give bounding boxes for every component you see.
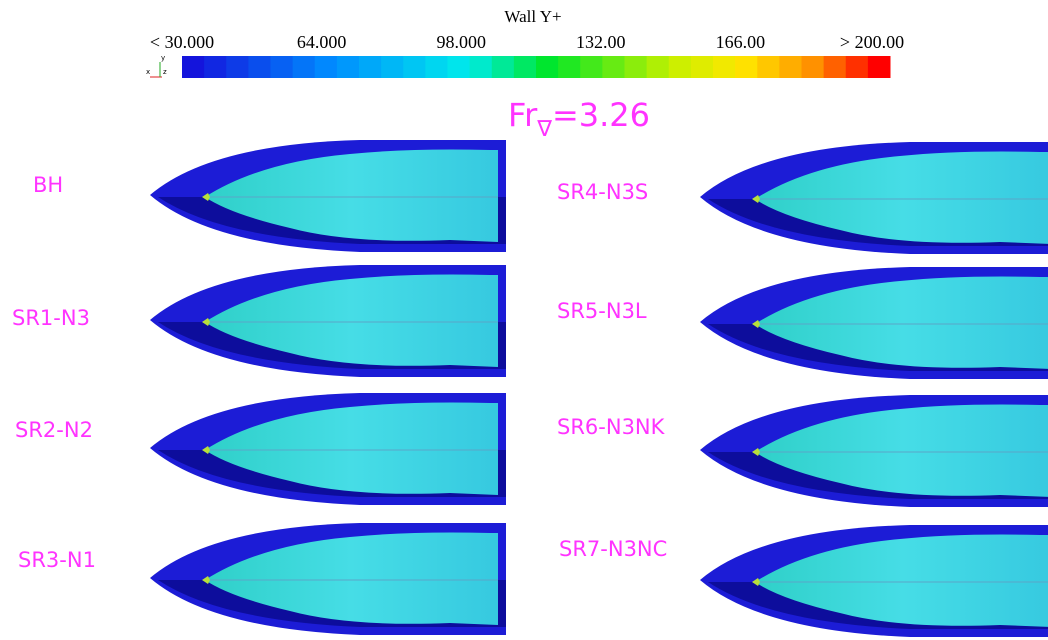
colorbar-segment	[691, 56, 714, 78]
froude-label: Fr∇=3.26	[508, 96, 650, 142]
hull	[150, 265, 506, 377]
colorbar-segment	[669, 56, 692, 78]
colorbar-title: Wall Y+	[504, 7, 561, 26]
colorbar-segment	[713, 56, 736, 78]
colorbar-label: < 30.000	[150, 32, 214, 52]
axis-triad: x y z	[146, 54, 167, 77]
colorbar-segment	[248, 56, 271, 78]
colorbar-segment	[602, 56, 625, 78]
hull-label: SR2-N2	[15, 418, 93, 442]
hull	[150, 523, 506, 635]
hull-label: SR3-N1	[18, 548, 96, 572]
colorbar-segment	[779, 56, 802, 78]
colorbar-segment	[647, 56, 670, 78]
colorbar-segment	[824, 56, 847, 78]
hull-label: SR1-N3	[12, 306, 90, 330]
colorbar-segment	[558, 56, 581, 78]
colorbar-segment	[580, 56, 603, 78]
colorbar-segment	[293, 56, 316, 78]
colorbar-segment	[514, 56, 537, 78]
froude-base: Fr	[508, 96, 538, 134]
colorbar-segment	[802, 56, 825, 78]
colorbar-label: 64.000	[297, 32, 347, 52]
hull-label: SR6-N3NK	[557, 415, 666, 439]
colorbar-segment	[204, 56, 227, 78]
hull	[700, 267, 1048, 379]
colorbar-segment	[337, 56, 360, 78]
hull	[700, 525, 1048, 637]
axis-x-label: x	[146, 68, 150, 76]
colorbar-label: 132.00	[576, 32, 626, 52]
hull-panels: BH SR1-N3 SR2-N2 SR3-N1 SR4-N3S SR5-N3L SR6-N3…	[12, 140, 1048, 637]
hull	[150, 393, 506, 505]
froude-subscript: ∇	[536, 117, 552, 142]
froude-value: =3.26	[552, 96, 650, 134]
hull-label: SR4-N3S	[557, 180, 648, 204]
colorbar-segment	[536, 56, 559, 78]
colorbar-segment	[315, 56, 338, 78]
colorbar-segment	[846, 56, 869, 78]
colorbar-segment	[182, 56, 205, 78]
colorbar-label: 98.000	[436, 32, 486, 52]
colorbar-label: 166.00	[716, 32, 766, 52]
colorbar: < 30.000 64.000 98.000 132.00 166.00 > 200.00	[150, 32, 904, 78]
colorbar-segment	[625, 56, 648, 78]
hull-label: BH	[33, 173, 63, 197]
colorbar-label: > 200.00	[840, 32, 904, 52]
hull	[700, 142, 1048, 254]
hull	[700, 395, 1048, 507]
axis-z-label: z	[163, 68, 167, 76]
figure: Wall Y+ < 30.000 64.000 98.000 132.00 166.00…	[0, 0, 1048, 640]
colorbar-segment	[868, 56, 891, 78]
colorbar-segment	[359, 56, 382, 78]
colorbar-segment	[226, 56, 249, 78]
colorbar-segment	[735, 56, 758, 78]
axis-y-label: y	[161, 54, 165, 62]
hull-label: SR7-N3NC	[559, 537, 667, 561]
colorbar-segment	[425, 56, 448, 78]
hull	[150, 140, 506, 252]
colorbar-segment	[403, 56, 426, 78]
colorbar-segment	[757, 56, 780, 78]
hull-label: SR5-N3L	[557, 299, 647, 323]
colorbar-segment	[470, 56, 493, 78]
colorbar-segment	[448, 56, 471, 78]
colorbar-segment	[381, 56, 404, 78]
colorbar-segment	[271, 56, 294, 78]
colorbar-segment	[492, 56, 515, 78]
